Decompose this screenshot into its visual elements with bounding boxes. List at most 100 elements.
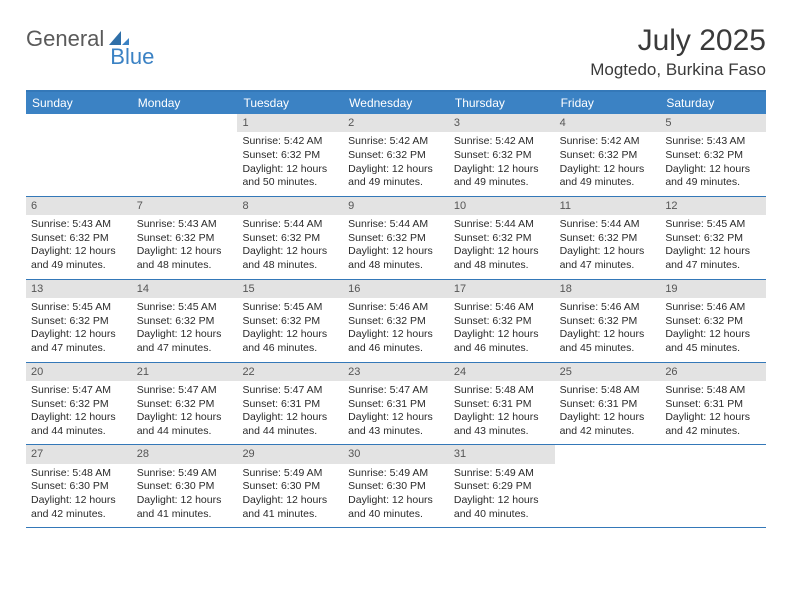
weekday-header: Thursday <box>449 92 555 114</box>
calendar-day: 11Sunrise: 5:44 AMSunset: 6:32 PMDayligh… <box>555 197 661 279</box>
calendar: SundayMondayTuesdayWednesdayThursdayFrid… <box>26 90 766 528</box>
day-details: Sunrise: 5:47 AMSunset: 6:31 PMDaylight:… <box>237 381 343 445</box>
calendar-day: 12Sunrise: 5:45 AMSunset: 6:32 PMDayligh… <box>660 197 766 279</box>
day-number: 4 <box>555 114 661 132</box>
calendar-day: 23Sunrise: 5:47 AMSunset: 6:31 PMDayligh… <box>343 363 449 445</box>
calendar-day: 7Sunrise: 5:43 AMSunset: 6:32 PMDaylight… <box>132 197 238 279</box>
day-number: 19 <box>660 280 766 298</box>
day-details: Sunrise: 5:44 AMSunset: 6:32 PMDaylight:… <box>343 215 449 279</box>
day-number: 28 <box>132 445 238 463</box>
day-details: Sunrise: 5:47 AMSunset: 6:31 PMDaylight:… <box>343 381 449 445</box>
day-number: 26 <box>660 363 766 381</box>
day-details: Sunrise: 5:49 AMSunset: 6:30 PMDaylight:… <box>237 464 343 528</box>
day-number: 15 <box>237 280 343 298</box>
brand-part2: Blue <box>110 46 154 68</box>
calendar-day: 22Sunrise: 5:47 AMSunset: 6:31 PMDayligh… <box>237 363 343 445</box>
calendar-day: 6Sunrise: 5:43 AMSunset: 6:32 PMDaylight… <box>26 197 132 279</box>
calendar-day: 4Sunrise: 5:42 AMSunset: 6:32 PMDaylight… <box>555 114 661 196</box>
calendar-day: 3Sunrise: 5:42 AMSunset: 6:32 PMDaylight… <box>449 114 555 196</box>
day-number: 14 <box>132 280 238 298</box>
day-details: Sunrise: 5:48 AMSunset: 6:30 PMDaylight:… <box>26 464 132 528</box>
day-number: 10 <box>449 197 555 215</box>
day-details: Sunrise: 5:47 AMSunset: 6:32 PMDaylight:… <box>26 381 132 445</box>
calendar-day: 17Sunrise: 5:46 AMSunset: 6:32 PMDayligh… <box>449 280 555 362</box>
day-number: 13 <box>26 280 132 298</box>
brand-logo: General Blue <box>26 24 176 50</box>
day-details: Sunrise: 5:44 AMSunset: 6:32 PMDaylight:… <box>555 215 661 279</box>
day-details: Sunrise: 5:42 AMSunset: 6:32 PMDaylight:… <box>343 132 449 196</box>
day-number: 12 <box>660 197 766 215</box>
day-details: Sunrise: 5:43 AMSunset: 6:32 PMDaylight:… <box>660 132 766 196</box>
day-details: Sunrise: 5:48 AMSunset: 6:31 PMDaylight:… <box>555 381 661 445</box>
calendar-day: 13Sunrise: 5:45 AMSunset: 6:32 PMDayligh… <box>26 280 132 362</box>
day-details: Sunrise: 5:49 AMSunset: 6:30 PMDaylight:… <box>132 464 238 528</box>
day-details: Sunrise: 5:45 AMSunset: 6:32 PMDaylight:… <box>237 298 343 362</box>
calendar-day: 8Sunrise: 5:44 AMSunset: 6:32 PMDaylight… <box>237 197 343 279</box>
calendar-day: 26Sunrise: 5:48 AMSunset: 6:31 PMDayligh… <box>660 363 766 445</box>
calendar-day: 10Sunrise: 5:44 AMSunset: 6:32 PMDayligh… <box>449 197 555 279</box>
day-number: 31 <box>449 445 555 463</box>
day-details: Sunrise: 5:42 AMSunset: 6:32 PMDaylight:… <box>449 132 555 196</box>
day-number: 21 <box>132 363 238 381</box>
day-details: Sunrise: 5:44 AMSunset: 6:32 PMDaylight:… <box>449 215 555 279</box>
calendar-day: . <box>555 445 661 527</box>
weekday-header: Sunday <box>26 92 132 114</box>
day-details: Sunrise: 5:44 AMSunset: 6:32 PMDaylight:… <box>237 215 343 279</box>
calendar-week: 13Sunrise: 5:45 AMSunset: 6:32 PMDayligh… <box>26 280 766 363</box>
day-number: 1 <box>237 114 343 132</box>
weekday-header-row: SundayMondayTuesdayWednesdayThursdayFrid… <box>26 92 766 114</box>
brand-part1: General <box>26 28 104 50</box>
calendar-day: 5Sunrise: 5:43 AMSunset: 6:32 PMDaylight… <box>660 114 766 196</box>
calendar-day: 2Sunrise: 5:42 AMSunset: 6:32 PMDaylight… <box>343 114 449 196</box>
title-block: July 2025 Mogtedo, Burkina Faso <box>590 24 766 80</box>
day-details: Sunrise: 5:43 AMSunset: 6:32 PMDaylight:… <box>132 215 238 279</box>
calendar-day: . <box>132 114 238 196</box>
day-details: Sunrise: 5:42 AMSunset: 6:32 PMDaylight:… <box>555 132 661 196</box>
day-number: 17 <box>449 280 555 298</box>
day-number: 2 <box>343 114 449 132</box>
calendar-day: 16Sunrise: 5:46 AMSunset: 6:32 PMDayligh… <box>343 280 449 362</box>
calendar-week: 6Sunrise: 5:43 AMSunset: 6:32 PMDaylight… <box>26 197 766 280</box>
day-details: Sunrise: 5:45 AMSunset: 6:32 PMDaylight:… <box>660 215 766 279</box>
day-details: Sunrise: 5:47 AMSunset: 6:32 PMDaylight:… <box>132 381 238 445</box>
weekday-header: Tuesday <box>237 92 343 114</box>
day-number: 5 <box>660 114 766 132</box>
day-number: 29 <box>237 445 343 463</box>
day-details: Sunrise: 5:48 AMSunset: 6:31 PMDaylight:… <box>449 381 555 445</box>
day-details: Sunrise: 5:46 AMSunset: 6:32 PMDaylight:… <box>660 298 766 362</box>
day-number: 7 <box>132 197 238 215</box>
calendar-day: 15Sunrise: 5:45 AMSunset: 6:32 PMDayligh… <box>237 280 343 362</box>
calendar-week: 27Sunrise: 5:48 AMSunset: 6:30 PMDayligh… <box>26 445 766 528</box>
day-number: 9 <box>343 197 449 215</box>
day-number: 30 <box>343 445 449 463</box>
calendar-day: 27Sunrise: 5:48 AMSunset: 6:30 PMDayligh… <box>26 445 132 527</box>
calendar-day: 24Sunrise: 5:48 AMSunset: 6:31 PMDayligh… <box>449 363 555 445</box>
day-number: 27 <box>26 445 132 463</box>
day-number: 16 <box>343 280 449 298</box>
day-details: Sunrise: 5:48 AMSunset: 6:31 PMDaylight:… <box>660 381 766 445</box>
day-number: 3 <box>449 114 555 132</box>
day-details: Sunrise: 5:46 AMSunset: 6:32 PMDaylight:… <box>555 298 661 362</box>
calendar-day: 28Sunrise: 5:49 AMSunset: 6:30 PMDayligh… <box>132 445 238 527</box>
calendar-day: 9Sunrise: 5:44 AMSunset: 6:32 PMDaylight… <box>343 197 449 279</box>
weekday-header: Saturday <box>660 92 766 114</box>
calendar-week: 20Sunrise: 5:47 AMSunset: 6:32 PMDayligh… <box>26 363 766 446</box>
calendar-day: . <box>660 445 766 527</box>
day-number: 20 <box>26 363 132 381</box>
day-details: Sunrise: 5:49 AMSunset: 6:30 PMDaylight:… <box>343 464 449 528</box>
calendar-day: 21Sunrise: 5:47 AMSunset: 6:32 PMDayligh… <box>132 363 238 445</box>
day-number: 23 <box>343 363 449 381</box>
day-details: Sunrise: 5:45 AMSunset: 6:32 PMDaylight:… <box>132 298 238 362</box>
month-title: July 2025 <box>590 24 766 58</box>
calendar-week: ..1Sunrise: 5:42 AMSunset: 6:32 PMDaylig… <box>26 114 766 197</box>
calendar-day: 1Sunrise: 5:42 AMSunset: 6:32 PMDaylight… <box>237 114 343 196</box>
day-details: Sunrise: 5:42 AMSunset: 6:32 PMDaylight:… <box>237 132 343 196</box>
calendar-day: 29Sunrise: 5:49 AMSunset: 6:30 PMDayligh… <box>237 445 343 527</box>
calendar-day: 18Sunrise: 5:46 AMSunset: 6:32 PMDayligh… <box>555 280 661 362</box>
header: General Blue July 2025 Mogtedo, Burkina … <box>26 24 766 80</box>
calendar-day: 30Sunrise: 5:49 AMSunset: 6:30 PMDayligh… <box>343 445 449 527</box>
calendar-day: . <box>26 114 132 196</box>
calendar-day: 25Sunrise: 5:48 AMSunset: 6:31 PMDayligh… <box>555 363 661 445</box>
day-details: Sunrise: 5:43 AMSunset: 6:32 PMDaylight:… <box>26 215 132 279</box>
day-details: Sunrise: 5:49 AMSunset: 6:29 PMDaylight:… <box>449 464 555 528</box>
